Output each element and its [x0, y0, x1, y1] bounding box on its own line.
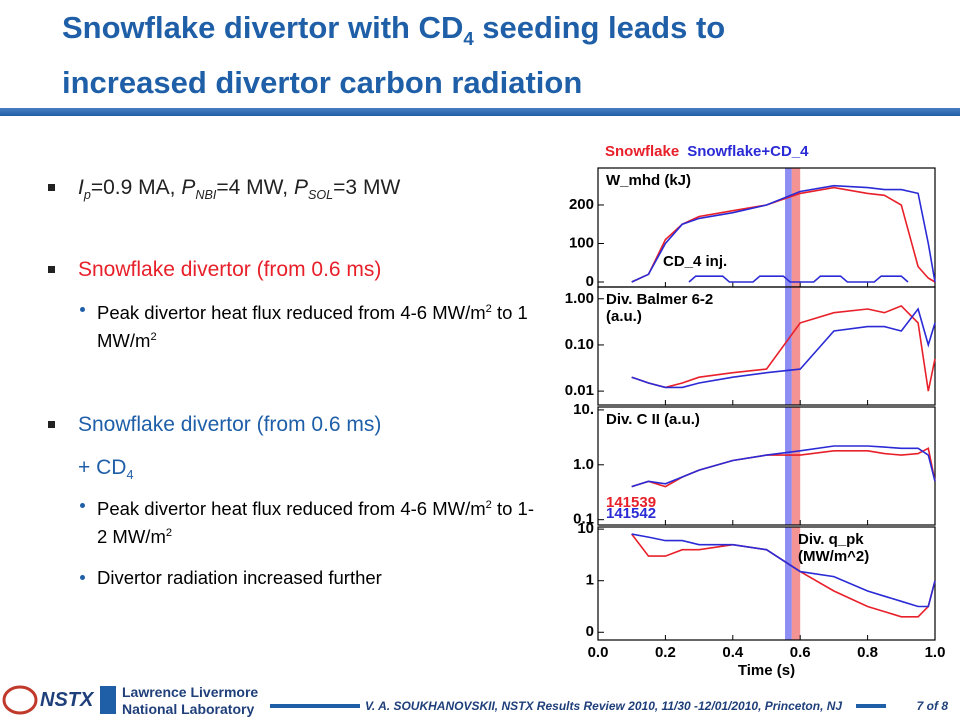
text: SOL — [307, 188, 334, 203]
trace — [631, 186, 936, 283]
time-band — [791, 527, 801, 640]
text: =3 MW — [333, 176, 401, 199]
trace — [631, 447, 936, 488]
text: =0.9 MA, — [90, 176, 182, 199]
panel-label: (MW/m^2) — [798, 548, 869, 565]
bullet: Snowflake divertor (from 0.6 ms) — [48, 413, 381, 437]
trace — [631, 445, 936, 488]
bullet-cont: + CD4 — [78, 456, 133, 482]
trace — [631, 533, 936, 618]
y-tick-label: 200 — [569, 196, 594, 213]
time-band — [791, 168, 801, 287]
logo-text: National Laboratory — [122, 701, 254, 717]
text: to 1 MW/m — [97, 302, 528, 352]
y-tick-label: 10 — [577, 520, 594, 537]
x-tick-label: 0.2 — [655, 644, 676, 661]
logo-icon — [100, 686, 116, 714]
footer-rule — [856, 704, 886, 708]
citation: V. A. SOUKHANOVSKII, NSTX Results Review… — [365, 699, 842, 713]
time-band — [785, 168, 792, 287]
logo-text: NSTX — [40, 689, 95, 711]
panel-frame — [597, 286, 936, 406]
text: I — [78, 176, 84, 199]
legend-entry: Snowflake — [605, 143, 679, 160]
text: 2 — [150, 331, 157, 344]
run-label: 141539 — [606, 494, 656, 511]
sub-bullet: Divertor radiation increased further — [80, 565, 540, 590]
run-label: 141542 — [606, 505, 656, 522]
y-tick-label: 100 — [569, 234, 594, 251]
text: Snowflake divertor (from 0.6 ms) — [78, 258, 382, 281]
text: 2 — [485, 499, 492, 511]
text: Snowflake divertor (from 0.6 ms) — [78, 413, 382, 436]
sub-bullet: Peak divertor heat flux reduced from 4-6… — [80, 297, 540, 353]
time-band — [791, 287, 801, 405]
text: to 1-2 MW/m — [97, 498, 534, 548]
legend-entry: Snowflake+CD_4 — [687, 143, 809, 160]
text: Divertor radiation increased further — [97, 567, 382, 588]
panel-frame — [597, 526, 936, 641]
trace — [631, 184, 936, 283]
annotation: CD_4 inj. — [663, 253, 727, 270]
trace — [688, 275, 909, 283]
title-text: increased divertor carbon radiation — [62, 65, 583, 101]
footer-rule — [270, 704, 360, 708]
y-tick-label: 0.10 — [565, 336, 594, 353]
y-tick-label: 0.01 — [565, 382, 594, 399]
x-tick-label: 0.6 — [790, 644, 811, 661]
x-tick-label: 0.0 — [588, 644, 609, 661]
text: P — [293, 176, 308, 199]
x-tick-label: 0.4 — [722, 644, 744, 661]
text: Peak divertor heat flux reduced from 4-6… — [97, 498, 486, 520]
x-axis-label: Time (s) — [738, 662, 795, 679]
time-band — [785, 407, 792, 525]
y-tick-label: 1.0 — [573, 456, 594, 473]
y-tick-label: 1 — [586, 572, 594, 589]
bullet: Ip=0.9 MA, PNBI=4 MW, PSOL=3 MW — [48, 176, 400, 202]
panel-label: W_mhd (kJ) — [606, 172, 691, 189]
text: + CD — [78, 456, 127, 479]
text: p — [83, 188, 91, 203]
trace — [631, 533, 936, 608]
panel-label: (a.u.) — [606, 308, 642, 325]
y-tick-label: 10. — [573, 401, 594, 418]
trace — [631, 304, 936, 392]
footer: NSTX Lawrence Livermore National Laborat… — [2, 684, 949, 717]
text: 2 — [485, 303, 492, 315]
x-tick-label: 0.8 — [857, 644, 878, 661]
x-tick-label: 1.0 — [925, 644, 946, 661]
page-number: 7 of 8 — [917, 699, 949, 713]
trace — [631, 307, 936, 389]
time-band — [785, 527, 792, 640]
time-band — [791, 407, 801, 525]
y-tick-label: 0 — [586, 623, 594, 640]
panel-label: Div. q_pk — [798, 531, 864, 548]
title-text: Snowflake divertor with CD — [62, 10, 464, 45]
sub-bullet: Peak divertor heat flux reduced from 4-6… — [80, 493, 540, 549]
panel-label: Div. Balmer 6-2 — [606, 291, 713, 308]
logo-text: Lawrence Livermore — [122, 684, 258, 700]
text: 4 — [126, 468, 134, 483]
title-sub: 4 — [463, 28, 474, 50]
panel-label: Div. C II (a.u.) — [606, 411, 700, 428]
text: Peak divertor heat flux reduced from 4-6… — [97, 302, 486, 324]
slide-title: Snowflake divertor with CD4 seeding lead… — [62, 6, 942, 105]
logo-icon — [2, 685, 38, 715]
y-tick-label: 0 — [586, 273, 594, 290]
title-rule — [0, 108, 960, 116]
text: =4 MW, — [216, 176, 294, 199]
y-tick-label: 0.1 — [573, 511, 594, 528]
text: NBI — [195, 188, 217, 203]
y-tick-label: 1.00 — [565, 290, 594, 307]
panel-frame — [597, 406, 936, 526]
time-band — [785, 287, 792, 405]
text: P — [181, 176, 196, 199]
bullet: Snowflake divertor (from 0.6 ms) — [48, 258, 381, 282]
text: 2 — [165, 527, 173, 540]
title-text: seeding leads to — [473, 10, 726, 45]
